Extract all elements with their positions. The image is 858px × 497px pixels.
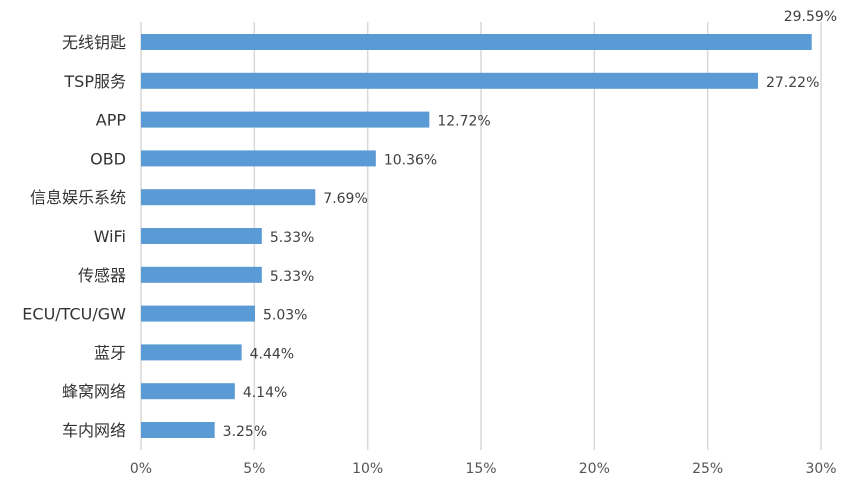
- bar: [141, 34, 812, 50]
- bar: [141, 422, 215, 438]
- x-tick-label: 0%: [130, 461, 152, 477]
- category-label: TSP服务: [63, 72, 126, 91]
- data-label: 29.59%: [784, 9, 837, 25]
- bar: [141, 305, 256, 322]
- category-labels: 无线钥匙 TSP服务 APP OBD 信息娱乐系统 WiFi 传感器 ECU/TCU/GW 蓝牙…: [22, 33, 126, 440]
- data-label: 5.33%: [270, 269, 314, 285]
- data-label: 10.36%: [384, 152, 437, 168]
- category-label: 蓝牙: [94, 343, 126, 362]
- data-label: 3.25%: [223, 424, 267, 440]
- x-tick-label: 25%: [692, 461, 723, 477]
- x-axis-tick-labels: 0% 5% 10% 15% 20% 25% 30%: [130, 461, 837, 477]
- bar: [141, 266, 262, 283]
- category-label: 车内网络: [62, 421, 126, 440]
- category-label: 无线钥匙: [62, 33, 126, 52]
- category-label: WiFi: [94, 227, 126, 246]
- bar: [141, 72, 758, 89]
- data-label: 27.22%: [766, 75, 819, 91]
- data-label: 4.14%: [243, 385, 287, 401]
- x-tick-label: 5%: [243, 461, 265, 477]
- x-tick-label: 20%: [579, 461, 610, 477]
- category-label: 信息娱乐系统: [30, 188, 126, 207]
- category-label: ECU/TCU/GW: [22, 305, 126, 324]
- grid-lines: [140, 22, 822, 450]
- x-tick-label: 30%: [805, 461, 836, 477]
- category-label: OBD: [90, 149, 126, 168]
- data-label: 5.33%: [270, 230, 314, 246]
- bars: [141, 34, 812, 438]
- bar: [141, 383, 235, 400]
- data-label: 7.69%: [323, 191, 367, 207]
- data-label: 5.03%: [263, 308, 307, 324]
- bar: [141, 150, 376, 167]
- category-label: APP: [96, 111, 127, 130]
- category-label: 传感器: [78, 266, 126, 285]
- x-tick-label: 10%: [352, 461, 383, 477]
- category-label: 蜂窝网络: [62, 382, 126, 401]
- x-tick-label: 15%: [465, 461, 496, 477]
- bar: [141, 189, 316, 206]
- bar: [141, 228, 262, 244]
- data-label: 4.44%: [250, 346, 294, 362]
- bar: [141, 111, 430, 128]
- bar: [141, 344, 242, 361]
- data-label: 12.72%: [437, 114, 490, 130]
- data-labels: 29.59% 27.22% 12.72% 10.36% 7.69% 5.33% 5.33% 5…: [223, 9, 837, 440]
